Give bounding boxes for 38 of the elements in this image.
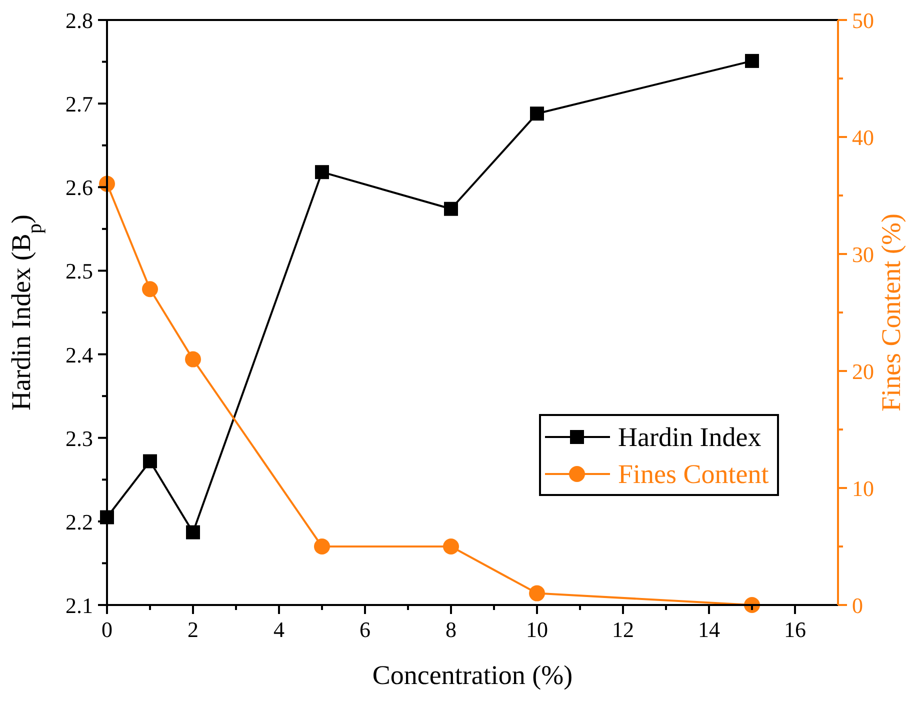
point [142, 281, 158, 298]
legend-label: Fines Content [618, 459, 770, 489]
point [314, 538, 330, 554]
x-tick-label: 4 [274, 617, 284, 642]
y2-tick-label: 40 [852, 125, 874, 150]
x-tick-label: 8 [446, 617, 456, 642]
point [186, 525, 200, 540]
x-axis-title: Concentration (%) [372, 660, 573, 690]
y-tick-label: 2.8 [66, 8, 93, 33]
x-tick-label: 14 [698, 617, 720, 642]
point [530, 106, 544, 121]
x-tick-label: 2 [188, 617, 198, 642]
point [529, 585, 545, 602]
point [185, 351, 201, 368]
y2-axis-title: Fines Content (%) [876, 214, 906, 412]
y-tick-label: 2.7 [66, 92, 93, 117]
y-tick-label: 2.6 [66, 175, 93, 200]
y2-tick-label: 30 [852, 242, 874, 267]
y-tick-label: 2.1 [66, 593, 93, 618]
y2-tick-label: 0 [852, 593, 863, 618]
point [315, 165, 329, 180]
y2-tick-label: 50 [852, 8, 874, 33]
legend-label: Hardin Index [618, 422, 762, 452]
y2-tick-label: 20 [852, 359, 874, 384]
x-tick-label: 16 [784, 617, 806, 642]
y-tick-label: 2.3 [66, 426, 93, 451]
x-tick-label: 6 [360, 617, 370, 642]
point [745, 54, 759, 68]
x-tick-label: 10 [526, 617, 548, 642]
y2-tick-label: 10 [852, 476, 874, 501]
point [443, 538, 459, 554]
y-tick-label: 2.2 [66, 509, 93, 534]
point [444, 202, 458, 216]
y-tick-label: 2.4 [66, 342, 93, 368]
x-tick-label: 12 [612, 617, 634, 642]
y-tick-label: 2.5 [66, 258, 93, 284]
point [143, 454, 157, 468]
x-tick-label: 0 [102, 617, 112, 642]
